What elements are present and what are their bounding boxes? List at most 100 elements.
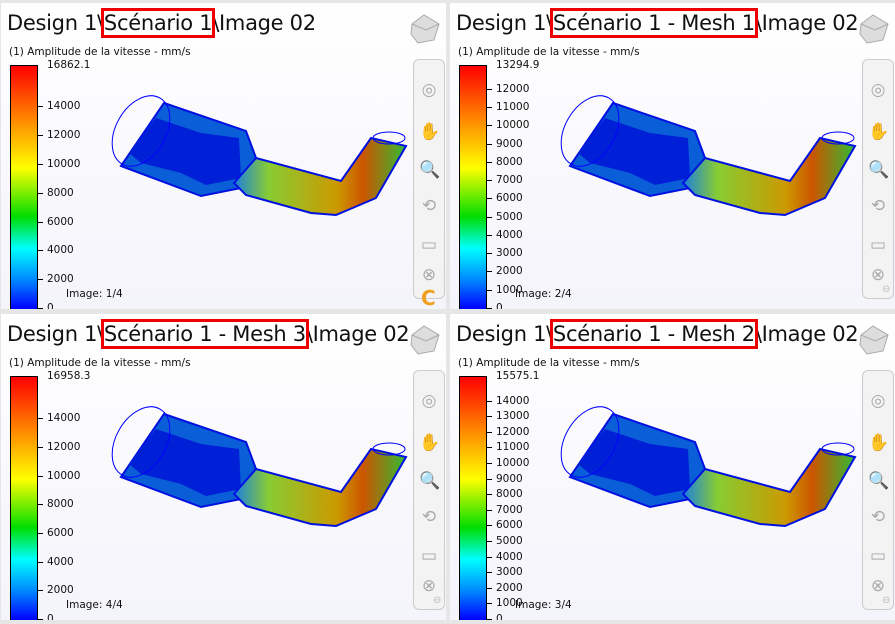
legend-tick (37, 192, 43, 194)
legend-tick-label: 10000 (47, 157, 81, 170)
legend-tick (486, 494, 492, 496)
legend-title: (1) Amplitude de la vitesse - mm/s (9, 357, 191, 369)
legend-tick (37, 308, 43, 309)
legend-tick-label: 0 (47, 302, 54, 309)
clip-plane-icon[interactable]: ▭ (869, 546, 887, 566)
minus-icon[interactable]: ⊖ (433, 595, 442, 606)
legend-max-label: 13294.9 (496, 59, 540, 71)
outlet-outline (821, 442, 855, 456)
legend-max-label: 15575.1 (496, 370, 540, 382)
legend-tick (486, 431, 492, 433)
result-viewport[interactable]: Design 1\Scénario 1 - Mesh 3\Image 02 (1… (1, 314, 446, 620)
legend-tick (37, 418, 43, 420)
legend-tick (486, 234, 492, 236)
legend-tick (37, 106, 43, 108)
legend-tick-label: 6000 (47, 215, 74, 228)
flow-model[interactable] (1, 3, 446, 309)
zoom-icon[interactable]: 🔍 (868, 160, 890, 180)
legend-tick-label: 0 (496, 613, 503, 620)
pan-hand-icon[interactable]: ✋ (419, 433, 441, 453)
logo-icon[interactable]: C (421, 286, 436, 309)
flow-model[interactable] (450, 3, 895, 309)
clip-plane-icon[interactable]: ▭ (869, 235, 887, 255)
rotate-icon[interactable]: ⟲ (421, 507, 437, 527)
viewport-title: Design 1\Scénario 1 - Mesh 1\Image 02 (456, 8, 859, 38)
legend-tick (486, 525, 492, 527)
title-scenario-highlight: Scénario 1 - Mesh 3 (100, 319, 309, 349)
clip-plane-icon[interactable]: ▭ (420, 546, 438, 566)
view-orientation-icon[interactable]: ◎ (421, 80, 437, 100)
flow-model[interactable] (450, 314, 895, 620)
rotate-icon[interactable]: ⟲ (870, 507, 886, 527)
outlet-pipe (232, 447, 408, 528)
legend-tick (486, 556, 492, 558)
fit-view-icon[interactable]: ⊗ (870, 265, 886, 285)
legend-tick (37, 221, 43, 223)
legend-tick-label: 8000 (47, 498, 74, 511)
flow-model[interactable] (1, 314, 446, 620)
legend-tick-label: 9000 (496, 137, 523, 150)
legend-tick-label: 9000 (496, 472, 523, 485)
inlet-outline (560, 406, 620, 478)
legend-tick-label: 1000 (496, 597, 523, 610)
rotate-icon[interactable]: ⟲ (421, 196, 437, 216)
legend-tick-label: 5000 (496, 210, 523, 223)
pan-hand-icon[interactable]: ✋ (419, 122, 441, 142)
legend-tick-label: 4000 (496, 228, 523, 241)
legend-tick (486, 88, 492, 90)
legend-tick (486, 462, 492, 464)
pan-hand-icon[interactable]: ✋ (868, 122, 890, 142)
result-viewport[interactable]: Design 1\Scénario 1 - Mesh 1\Image 02 (1… (450, 3, 895, 309)
view-cube-icon[interactable] (408, 12, 442, 46)
legend-tick-label: 8000 (47, 186, 74, 199)
legend-tick-label: 14000 (47, 100, 81, 113)
zoom-icon[interactable]: 🔍 (419, 471, 441, 491)
legend-tick-label: 10000 (496, 119, 530, 132)
view-cube-icon[interactable] (857, 323, 891, 357)
legend-tick-label: 2000 (496, 265, 523, 278)
rotate-icon[interactable]: ⟲ (870, 196, 886, 216)
legend-tick (37, 447, 43, 449)
inlet-outline (111, 95, 171, 167)
legend-tick-label: 3000 (496, 247, 523, 260)
view-cube-icon[interactable] (408, 323, 442, 357)
view-orientation-icon[interactable]: ◎ (870, 80, 886, 100)
view-orientation-icon[interactable]: ◎ (870, 391, 886, 411)
legend-tick (486, 603, 492, 605)
image-counter: Image: 3/4 (515, 599, 572, 611)
fit-view-icon[interactable]: ⊗ (421, 265, 437, 285)
zoom-icon[interactable]: 🔍 (419, 160, 441, 180)
legend-tick-label: 1000 (496, 283, 523, 296)
color-bar (10, 376, 38, 620)
legend-tick (486, 161, 492, 163)
fit-view-icon[interactable]: ⊗ (421, 576, 437, 596)
legend-tick-label: 3000 (496, 566, 523, 579)
legend-tick (37, 475, 43, 477)
viewport-title: Design 1\Scénario 1 - Mesh 2\Image 02 (456, 319, 859, 349)
title-design: Design 1\ (456, 322, 553, 346)
fit-view-icon[interactable]: ⊗ (870, 576, 886, 596)
legend-tick-label: 11000 (496, 100, 530, 113)
color-bar (459, 376, 487, 620)
legend-tick (486, 143, 492, 145)
color-bar (459, 65, 487, 309)
inlet-core (578, 429, 690, 496)
legend-tick-label: 8000 (496, 488, 523, 501)
legend-tick (486, 198, 492, 200)
legend-tick-label: 7000 (496, 503, 523, 516)
clip-plane-icon[interactable]: ▭ (420, 235, 438, 255)
result-viewport[interactable]: Design 1\Scénario 1 - Mesh 2\Image 02 (1… (450, 314, 895, 620)
inlet-core (578, 118, 690, 185)
legend-tick (486, 447, 492, 449)
result-viewport[interactable]: Design 1\Scénario 1\Image 02 (1) Amplitu… (1, 3, 446, 309)
legend-tick-label: 8000 (496, 155, 523, 168)
minus-icon[interactable]: ⊖ (882, 284, 891, 295)
pan-hand-icon[interactable]: ✋ (868, 433, 890, 453)
title-image: \Image 02 (212, 11, 316, 35)
view-cube-icon[interactable] (857, 12, 891, 46)
view-orientation-icon[interactable]: ◎ (421, 391, 437, 411)
legend-tick (486, 540, 492, 542)
title-image: \Image 02 (754, 11, 859, 35)
minus-icon[interactable]: ⊖ (882, 595, 891, 606)
zoom-icon[interactable]: 🔍 (868, 471, 890, 491)
